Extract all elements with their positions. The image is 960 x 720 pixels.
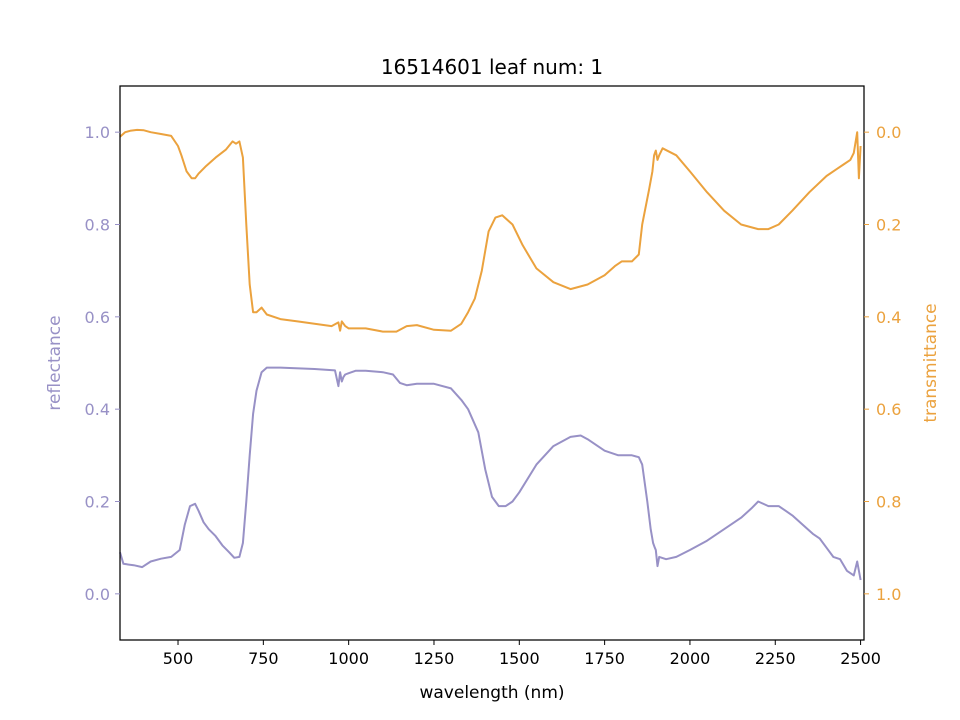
x-tick-label: 1000	[328, 649, 369, 668]
y-right-tick-label: 0.6	[876, 400, 901, 419]
y-right-tick-label: 1.0	[876, 585, 901, 604]
y-right-tick-label: 0.0	[876, 123, 901, 142]
x-tick-label: 500	[163, 649, 194, 668]
transmittance-line	[119, 128, 862, 333]
y-right-tick-label: 0.8	[876, 493, 901, 512]
x-tick-label: 750	[248, 649, 279, 668]
x-tick-label: 2000	[670, 649, 711, 668]
x-tick-label: 1750	[584, 649, 625, 668]
x-axis-title: wavelength (nm)	[419, 683, 564, 703]
x-tick-label: 2500	[840, 649, 881, 668]
y-left-tick-label: 1.0	[85, 123, 110, 142]
chart-title: 16514601 leaf num: 1	[381, 55, 603, 79]
x-tick-label: 1500	[499, 649, 540, 668]
y-right-tick-label: 0.2	[876, 216, 901, 235]
y-axis-right: 0.0 0.2 0.4 0.6 0.8 1.0	[864, 123, 901, 604]
x-tick-label: 2250	[755, 649, 796, 668]
x-axis: 500 750 1000 1250 1500 1750 2000 2250 2500	[163, 640, 881, 668]
reflectance-line	[119, 366, 862, 581]
y-left-tick-label: 0.2	[85, 493, 110, 512]
y-axis-left: 0.0 0.2 0.4 0.6 0.8 1.0	[85, 123, 120, 604]
y-left-tick-label: 0.8	[85, 216, 110, 235]
plot-frame	[119, 85, 865, 641]
x-tick-label: 1250	[414, 649, 455, 668]
y-left-tick-label: 0.6	[85, 308, 110, 327]
y-left-tick-label: 0.4	[85, 400, 110, 419]
series-layer	[119, 128, 862, 581]
y-right-tick-label: 0.4	[876, 308, 901, 327]
y-axis-right-title: transmittance	[921, 303, 941, 422]
y-left-tick-label: 0.0	[85, 585, 110, 604]
y-axis-left-title: reflectance	[45, 315, 65, 410]
